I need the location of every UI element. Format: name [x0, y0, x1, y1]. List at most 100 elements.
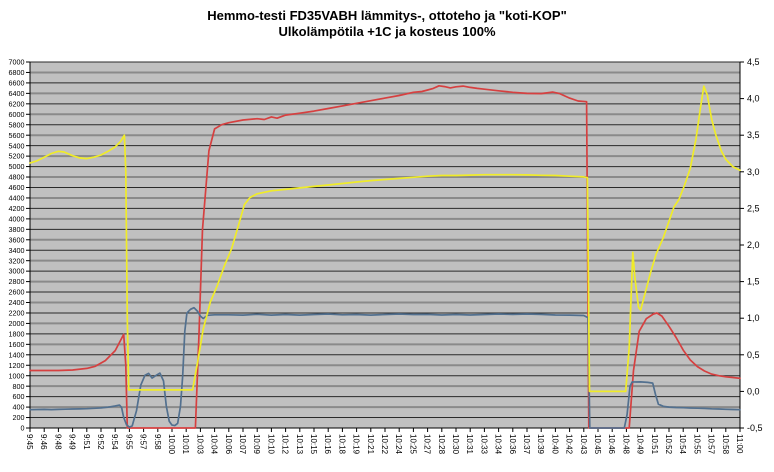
- right-axis-label: 1,5: [747, 277, 760, 287]
- left-axis-label: 7000: [9, 58, 25, 67]
- x-axis-label: 9:55: [124, 434, 133, 450]
- series-line-ottoteho: [29, 306, 741, 429]
- x-axis-label: 10:33: [479, 434, 488, 455]
- x-axis-label: 10:27: [423, 434, 432, 455]
- series-line-lämmitysteho: [29, 84, 741, 429]
- left-axis-label: 6000: [9, 110, 25, 119]
- x-axis-label: 9:46: [39, 434, 48, 450]
- left-axis-label: 0: [21, 424, 25, 433]
- x-axis-label: 10:46: [607, 434, 616, 455]
- x-axis-label: 10:45: [593, 434, 602, 455]
- left-axis-label: 1000: [9, 371, 25, 380]
- right-axis-label: -0,5: [747, 423, 763, 433]
- left-axis-label: 1200: [9, 361, 25, 370]
- left-axis-label: 2200: [9, 309, 25, 318]
- right-axis-label: 1,0: [747, 313, 760, 323]
- x-axis-label: 10:52: [664, 434, 673, 455]
- x-axis-label: 10:15: [309, 434, 318, 455]
- x-axis-label: 10:03: [195, 434, 204, 455]
- left-axis-label: 4200: [9, 204, 25, 213]
- left-axis-label: 6400: [9, 89, 25, 98]
- right-axis-label: 3,0: [747, 167, 760, 177]
- series-line-koti-KOP: [29, 85, 741, 393]
- x-axis-label: 9:48: [53, 434, 62, 450]
- x-axis-label: 10:37: [522, 434, 531, 455]
- left-axis-label: 6600: [9, 79, 25, 88]
- x-axis-label: 10:40: [550, 434, 559, 455]
- x-axis-label: 10:12: [281, 434, 290, 455]
- left-axis-label: 5600: [9, 131, 25, 140]
- x-axis-label: 9:54: [110, 434, 119, 450]
- x-axis-label: 10:25: [408, 434, 417, 455]
- x-axis-label: 10:22: [380, 434, 389, 455]
- x-axis-label: 10:06: [224, 434, 233, 455]
- x-axis-label: 9:57: [139, 434, 148, 450]
- x-axis-label: 10:57: [707, 434, 716, 455]
- x-axis-label: 10:09: [252, 434, 261, 455]
- plot-background: [30, 62, 740, 428]
- left-axis-label: 4400: [9, 194, 25, 203]
- x-axis-label: 10:16: [323, 434, 332, 455]
- chart-title-block: Hemmo-testi FD35VABH lämmitys-, ottoteho…: [0, 8, 774, 40]
- x-axis-label: 10:51: [650, 434, 659, 455]
- x-axis-label: 10:31: [465, 434, 474, 455]
- right-axis-label: 3,5: [747, 130, 760, 140]
- left-axis-label: 5400: [9, 141, 25, 150]
- x-axis-label: 10:58: [721, 434, 730, 455]
- x-axis-label: 10:39: [536, 434, 545, 455]
- left-axis-label: 600: [13, 392, 25, 401]
- x-axis-label: 10:07: [238, 434, 247, 455]
- left-axis-label: 4600: [9, 183, 25, 192]
- x-axis-label: 10:13: [295, 434, 304, 455]
- left-axis-label: 2400: [9, 298, 25, 307]
- left-axis-label: 4800: [9, 173, 25, 182]
- x-axis-label: 10:24: [394, 434, 403, 455]
- x-axis-label: 10:00: [167, 434, 176, 455]
- right-axis-label: 0,0: [747, 386, 760, 396]
- left-axis-label: 400: [13, 403, 25, 412]
- left-axis-label: 2800: [9, 277, 25, 286]
- chart-subtitle: Ulkolämpötila +1C ja kosteus 100%: [278, 24, 496, 39]
- x-axis-label: 10:36: [508, 434, 517, 455]
- left-axis-label: 1800: [9, 329, 25, 338]
- x-axis-label: 10:21: [366, 434, 375, 455]
- x-axis-label: 9:58: [153, 434, 162, 450]
- x-axis-label: 9:51: [82, 434, 91, 450]
- x-axis-label: 10:34: [494, 434, 503, 455]
- right-axis-label: 2,0: [747, 240, 760, 250]
- left-axis-label: 3200: [9, 256, 25, 265]
- x-axis-label: 11:00: [735, 434, 744, 454]
- left-axis-label: 5800: [9, 120, 25, 129]
- left-axis-label: 3400: [9, 246, 25, 255]
- x-axis-label: 10:18: [337, 434, 346, 455]
- x-axis-label: 9:52: [96, 434, 105, 450]
- left-axis-label: 1600: [9, 340, 25, 349]
- x-axis-label: 10:04: [210, 434, 219, 455]
- x-axis-label: 10:54: [678, 434, 687, 455]
- left-axis-label: 5000: [9, 162, 25, 171]
- x-axis-label: 10:30: [451, 434, 460, 455]
- right-axis-label: 2,5: [747, 203, 760, 213]
- left-axis-label: 6800: [9, 68, 25, 77]
- x-axis-label: 9:45: [25, 434, 34, 450]
- x-axis-label: 10:10: [266, 434, 275, 455]
- x-axis-label: 10:43: [579, 434, 588, 455]
- left-axis-label: 3600: [9, 235, 25, 244]
- right-axis-label: 4,0: [747, 94, 760, 104]
- x-axis-label: 9:49: [68, 434, 77, 450]
- x-axis-label: 10:49: [636, 434, 645, 455]
- left-axis-label: 3800: [9, 225, 25, 234]
- left-axis-label: 5200: [9, 152, 25, 161]
- right-axis-label: 0,5: [747, 350, 760, 360]
- left-axis-label: 4000: [9, 214, 25, 223]
- x-axis-label: 10:48: [621, 434, 630, 455]
- chart-title: Hemmo-testi FD35VABH lämmitys-, ottoteho…: [207, 8, 567, 23]
- left-axis-label: 1400: [9, 350, 25, 359]
- x-axis-label: 10:55: [692, 434, 701, 455]
- left-axis-label: 800: [13, 382, 25, 391]
- x-axis-label: 10:19: [352, 434, 361, 455]
- x-axis-label: 10:01: [181, 434, 190, 455]
- left-axis-label: 6200: [9, 99, 25, 108]
